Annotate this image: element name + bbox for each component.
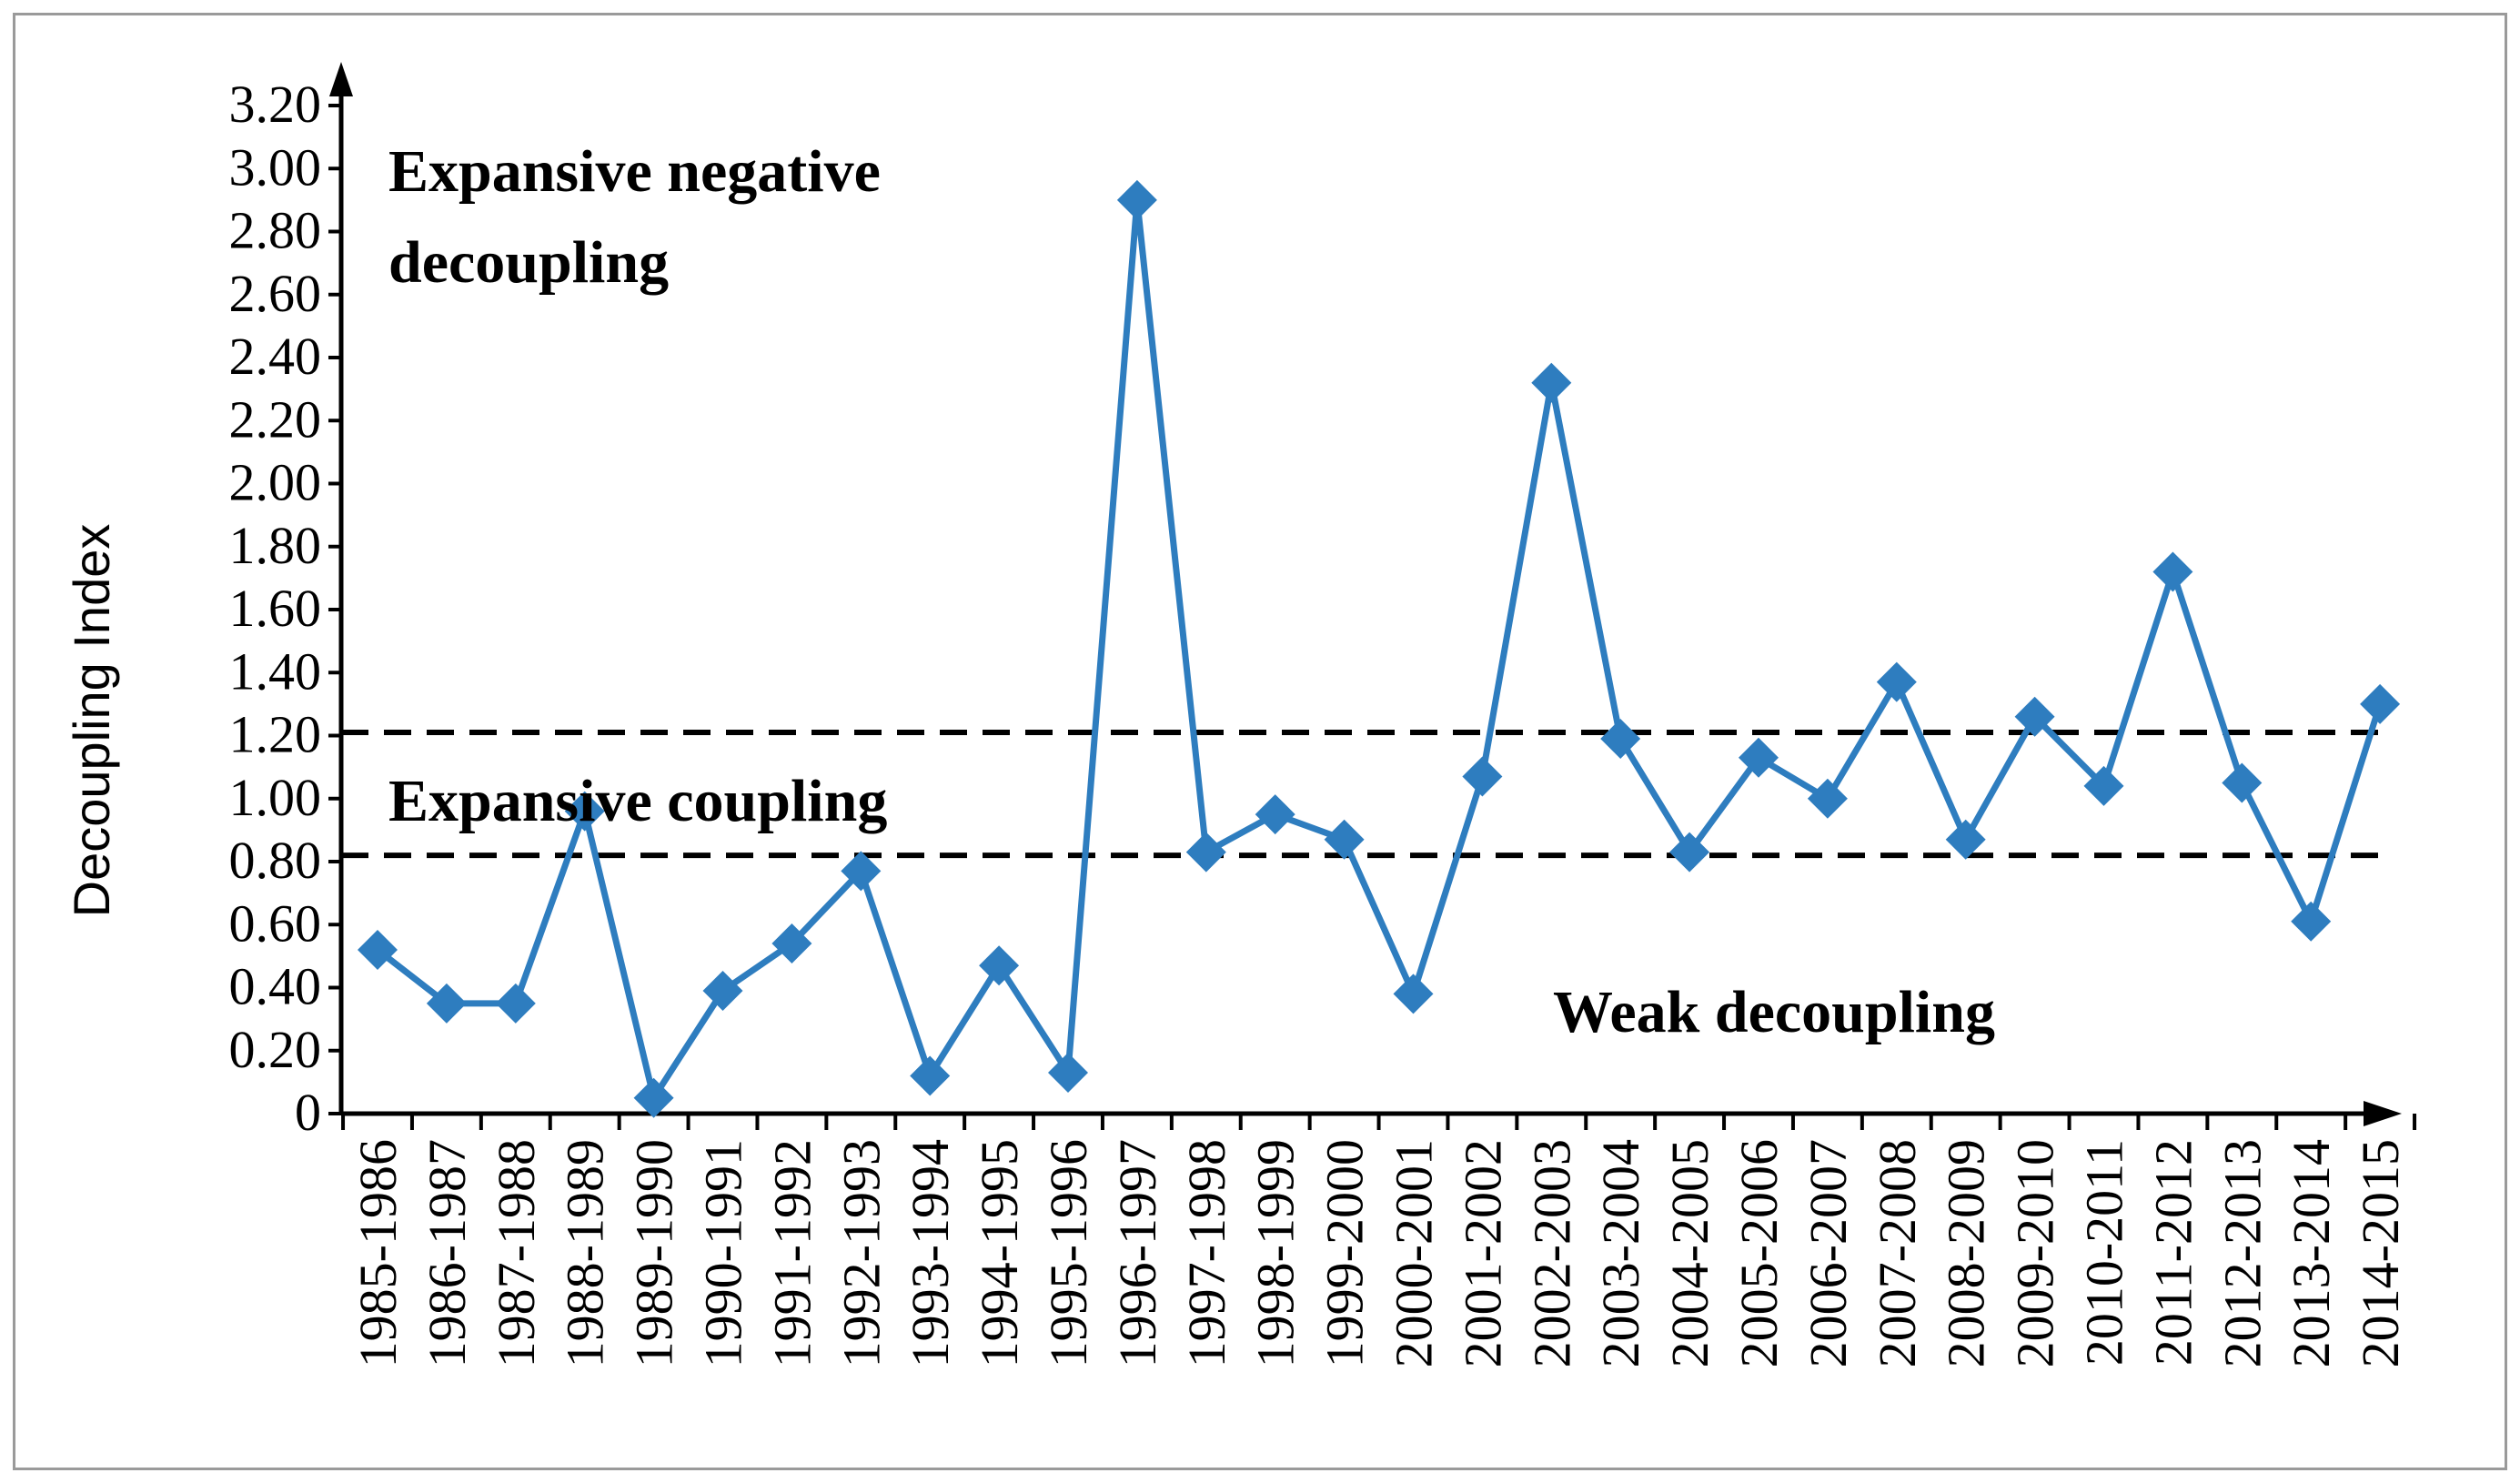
data-point-marker [1462,756,1503,797]
x-tick-label: 1997-1998 [1177,1139,1236,1367]
y-tick-label: 3.20 [229,75,322,134]
x-tick-label: 2006-2007 [1799,1139,1858,1367]
x-tick-label: 1987-1988 [487,1139,546,1367]
data-point-marker [1185,832,1226,873]
y-tick-label: 1.20 [229,705,322,764]
data-point-marker [1600,718,1641,759]
x-tick-label: 2007-2008 [1868,1139,1927,1367]
data-point-marker [2222,762,2263,803]
x-tick-label: 1993-1994 [901,1139,960,1367]
x-tick-label: 2011-2012 [2143,1139,2202,1366]
region-label-top-line1: Expansive negative [388,138,881,205]
data-point-marker [1807,778,1848,819]
x-tick-label: 2012-2013 [2213,1139,2272,1367]
y-tick-label: 2.80 [229,201,322,260]
x-tick-label: 1989-1990 [625,1139,684,1367]
series-line [375,197,2384,1102]
x-tick-label: 2000-2001 [1385,1139,1444,1367]
y-tick-label: 2.20 [229,389,322,449]
y-tick-label: 2.60 [229,264,322,323]
y-tick-label: 3.00 [229,137,322,197]
region-label-bottom: Weak decoupling [1553,979,1995,1045]
y-tick-label: 2.40 [229,327,322,386]
x-tick-label: 2003-2004 [1591,1139,1650,1367]
x-axis-arrowhead [2364,1101,2402,1126]
x-tick-label: 2005-2006 [1729,1139,1789,1367]
y-tick-label: 1.00 [229,768,322,827]
data-point-marker [2152,551,2193,592]
series-layer [358,179,2401,1118]
chart-frame: 0 0.20 0.40 0.60 0.80 1.00 1.20 1.40 1.60 1.80 2.0… [13,13,2507,1470]
data-point-marker [495,983,536,1024]
region-label-top-line2: decoupling [388,229,669,296]
y-tick-label: 0 [295,1083,321,1142]
data-point-marker [771,923,812,964]
x-tick-label: 1986-1987 [418,1139,477,1367]
data-point-marker [1324,819,1365,860]
y-axis-title: Decoupling Index [63,524,120,918]
x-tick-label: 1985-1986 [348,1139,408,1367]
data-point-marker [2360,683,2401,724]
x-tick-label: 1990-1991 [694,1139,753,1367]
y-tick-label: 1.40 [229,641,322,701]
data-point-marker [1393,974,1434,1014]
x-tick-label: 2004-2005 [1660,1139,1719,1367]
x-axis-ticks: 1985-1986 1986-1987 1987-1988 1988-1989 1989… [341,1114,2417,1367]
decoupling-index-chart: 00.200.400.600.801.001.201.401.601.802.0… [63,62,2417,1367]
data-point-marker [1945,819,1986,860]
x-tick-label: 2008-2009 [1937,1139,1996,1367]
x-tick-label: 1995-1996 [1039,1139,1098,1367]
y-tick-label: 0.60 [229,893,322,953]
x-tick-label: 2001-2002 [1453,1139,1512,1367]
region-label-middle: Expansive coupling [388,768,887,834]
y-axis-arrowhead [329,62,353,96]
x-tick-label: 1996-1997 [1108,1139,1167,1367]
x-tick-label: 1992-1993 [832,1139,891,1367]
data-point-marker [1531,362,1572,403]
x-tick-label: 2013-2014 [2282,1139,2341,1367]
data-point-marker [1669,832,1710,873]
y-tick-label: 0.40 [229,957,322,1016]
data-point-marker [1255,794,1295,835]
x-tick-label: 1991-1992 [762,1139,822,1367]
x-tick-label: 2002-2003 [1522,1139,1581,1367]
y-tick-label: 1.80 [229,516,322,575]
x-tick-label: 2009-2010 [2006,1139,2065,1367]
y-tick-label: 0.20 [229,1020,322,1079]
data-point-marker [1739,737,1779,778]
data-point-marker [633,1077,674,1118]
data-point-marker [564,791,605,832]
y-tick-label: 0.80 [229,831,322,890]
x-tick-label: 1988-1989 [556,1139,615,1367]
data-point-marker [910,1055,951,1096]
data-point-marker [2014,696,2055,737]
data-point-marker [2291,901,2332,942]
data-point-marker [1048,1052,1088,1093]
data-point-marker [426,983,467,1024]
y-tick-label: 2.00 [229,453,322,512]
data-point-marker [2083,765,2124,806]
axes [329,62,2402,1126]
data-point-marker [1876,661,1917,702]
y-axis-ticks: 00.200.400.600.801.001.201.401.601.802.0… [229,75,341,1142]
x-tick-label: 1999-2000 [1315,1139,1375,1367]
x-tick-label: 2010-2011 [2075,1139,2134,1366]
data-point-marker [1116,179,1157,220]
x-tick-label: 1998-1999 [1246,1139,1305,1367]
data-point-marker [702,970,743,1011]
data-point-marker [979,945,1020,986]
x-tick-label: 1994-1995 [970,1139,1029,1367]
y-tick-label: 1.60 [229,579,322,638]
data-point-marker [841,851,882,892]
x-tick-label: 2014-2015 [2351,1139,2410,1367]
